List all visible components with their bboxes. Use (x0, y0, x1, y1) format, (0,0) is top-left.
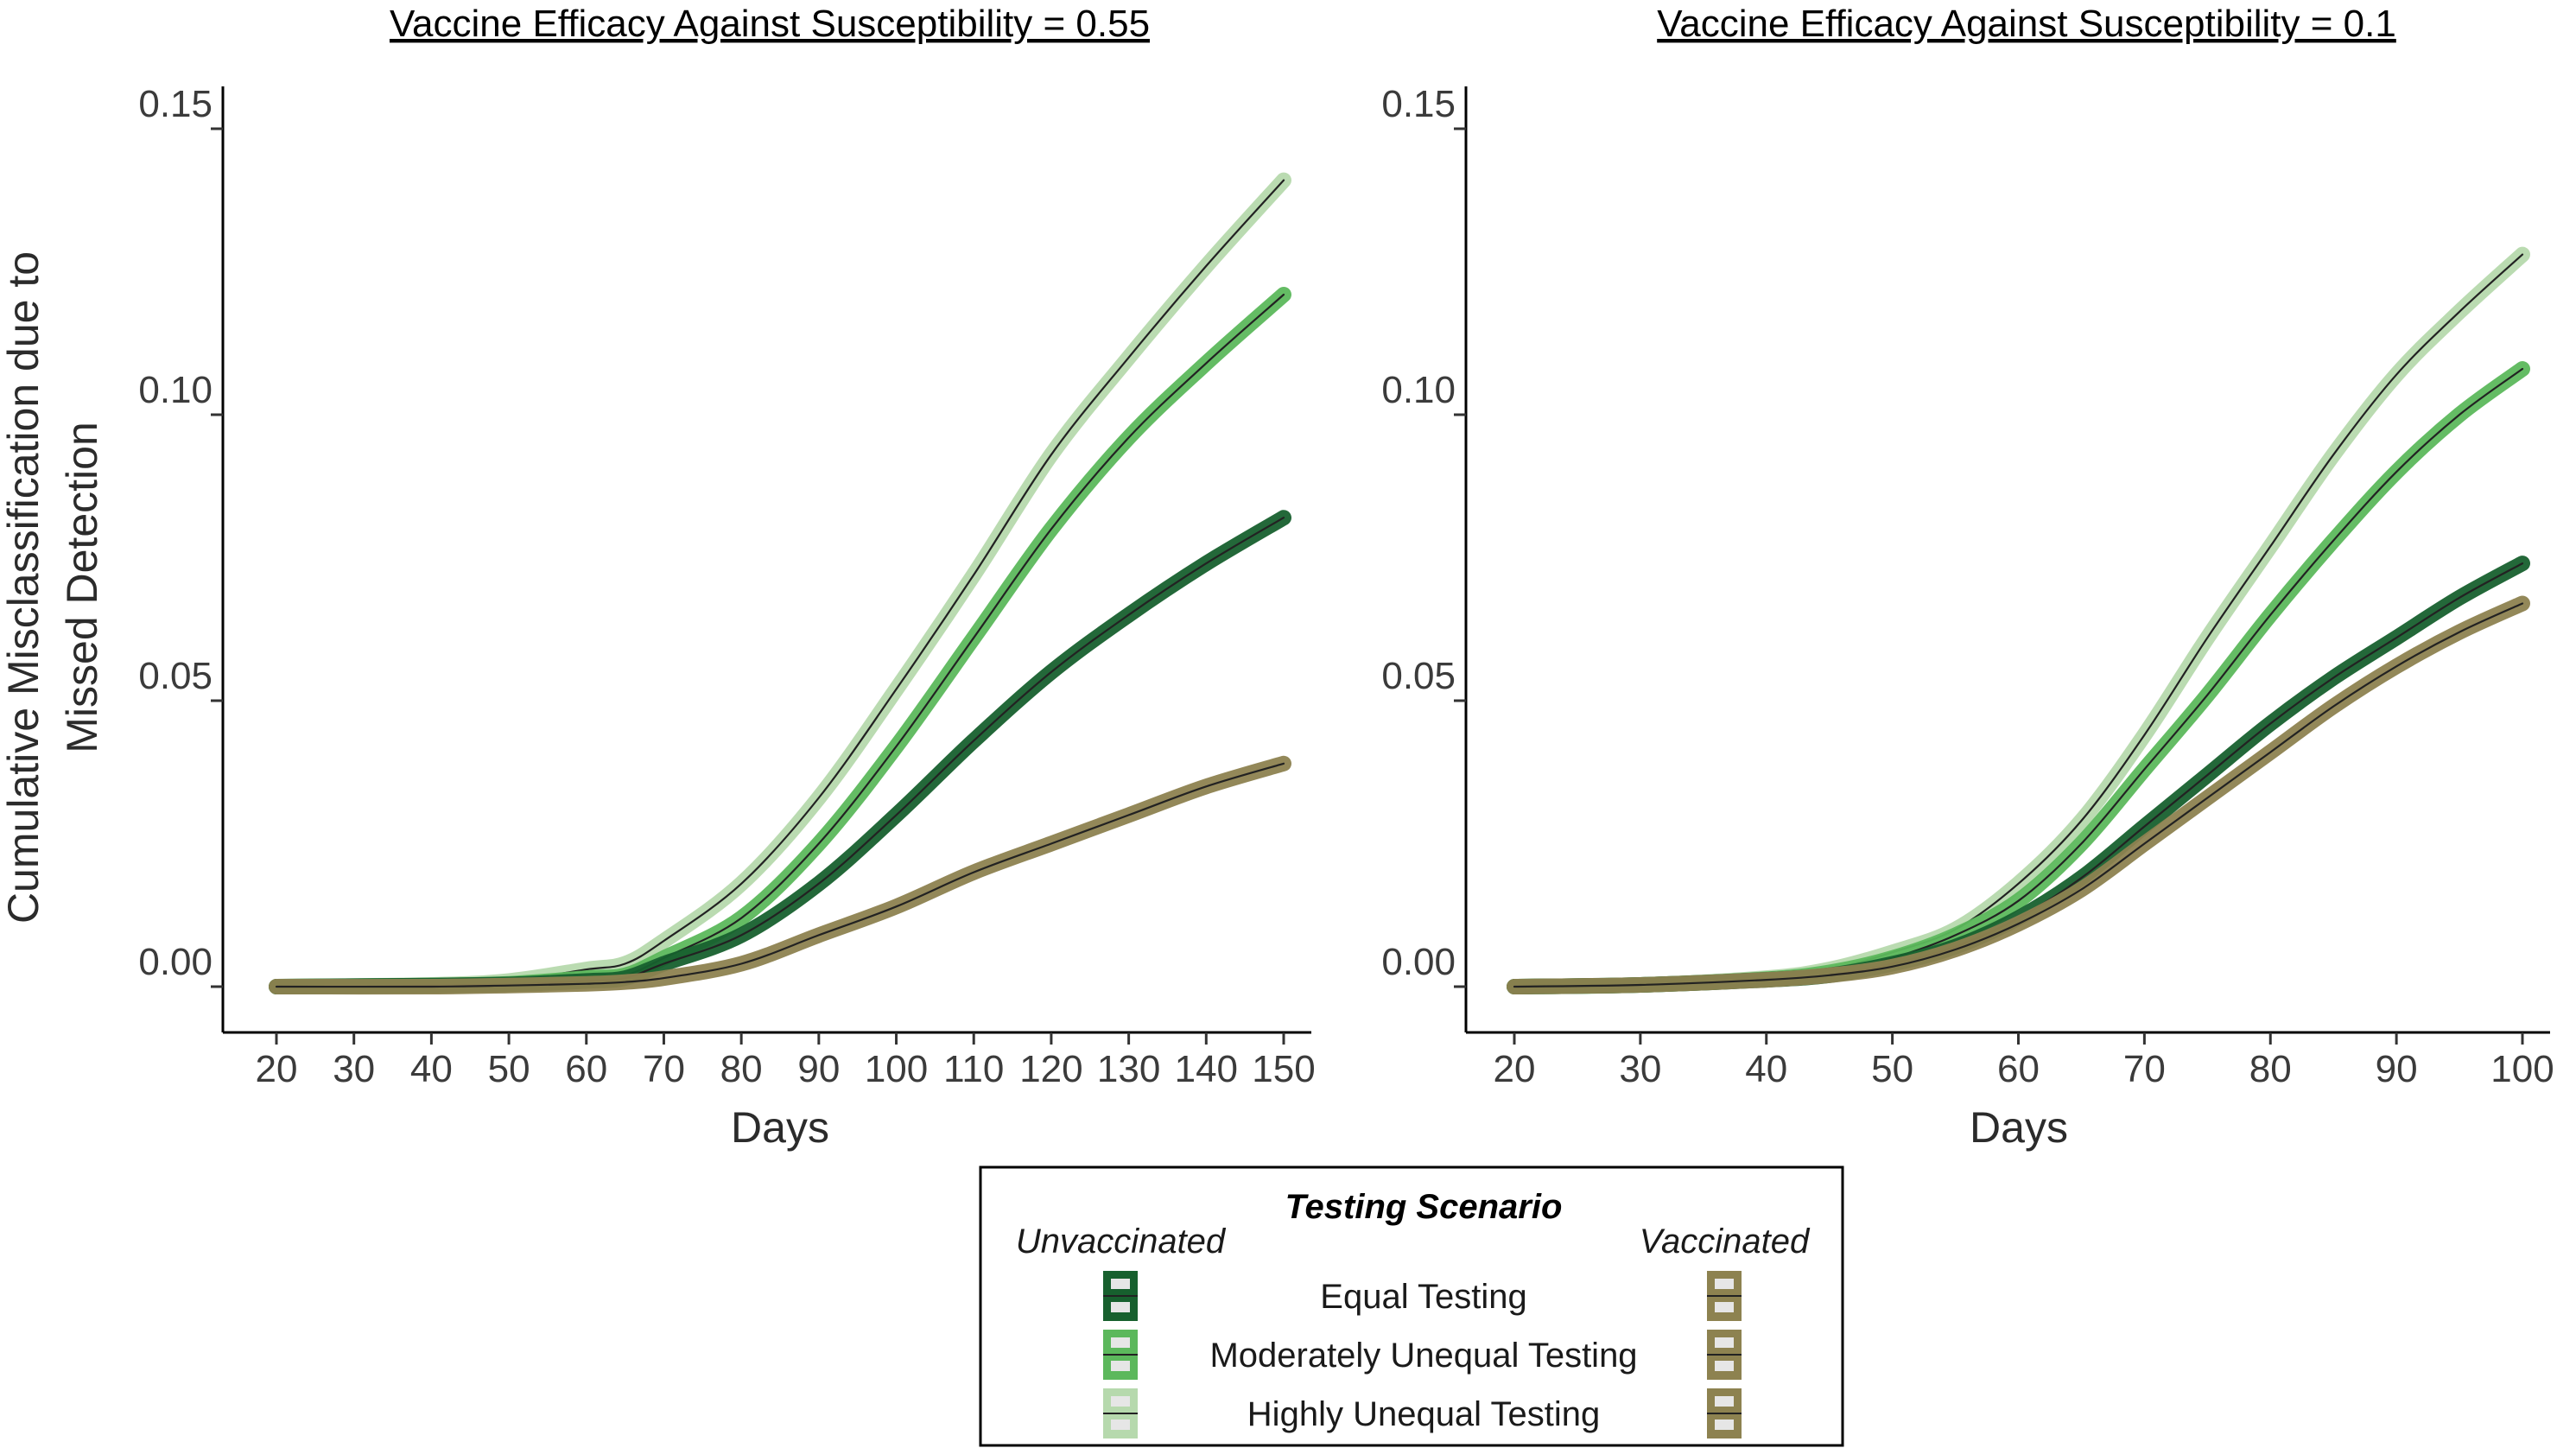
series-moderately-unequal-testing-unvaccinated (269, 287, 1291, 994)
legend-key-inner (1111, 1396, 1130, 1407)
legend-label-moderately-unequal-testing: Moderately Unequal Testing (1209, 1337, 1637, 1375)
x-tick-label: 90 (797, 1048, 840, 1090)
series-highly-unequal-testing-unvaccinated (269, 172, 1291, 994)
legend-key-vaccinated-2 (1707, 1330, 1742, 1380)
series-band (1507, 246, 2530, 994)
panel-2-plot: 0.00 0.05 0.10 0.15 20 30 40 50 60 70 80 90 100 (1381, 83, 2554, 1090)
x-tick-label: 40 (1745, 1048, 1787, 1090)
legend-key-inner (1111, 1302, 1130, 1312)
x-tick-label: 20 (1494, 1048, 1536, 1090)
series-band (269, 510, 1291, 994)
legend-key-inner (1715, 1279, 1734, 1289)
legend-key-inner (1715, 1337, 1734, 1348)
legend-key-vaccinated-3 (1707, 1388, 1742, 1438)
x-tick-label: 100 (865, 1048, 928, 1090)
legend-key-inner (1111, 1337, 1130, 1348)
x-tick-label: 120 (1019, 1048, 1082, 1090)
y-tick-label: 0.15 (138, 83, 213, 125)
x-tick-label: 70 (643, 1048, 685, 1090)
x-tick-label: 130 (1097, 1048, 1160, 1090)
legend-key-unvaccinated-2 (1103, 1330, 1138, 1380)
legend-key-inner (1715, 1361, 1734, 1371)
x-tick-label: 100 (2490, 1048, 2554, 1090)
x-tick-label: 60 (1997, 1048, 2040, 1090)
legend-label-highly-unequal-testing: Highly Unequal Testing (1247, 1395, 1600, 1433)
legend: Testing Scenario Unvaccinated Vaccinated… (979, 1165, 1844, 1447)
legend-key-inner (1111, 1419, 1130, 1430)
legend-key-inner (1715, 1302, 1734, 1312)
legend-key-unvaccinated-1 (1103, 1271, 1138, 1321)
legend-header-vaccinated: Vaccinated (1640, 1223, 1811, 1261)
x-tick-label: 80 (720, 1048, 763, 1090)
series-vaccinated-vaccinated (1507, 595, 2530, 994)
legend-header-unvaccinated: Unvaccinated (1016, 1223, 1227, 1261)
x-tick-label: 80 (2249, 1048, 2292, 1090)
legend-title: Testing Scenario (1285, 1188, 1563, 1226)
y-tick-label: 0.05 (1381, 655, 1456, 697)
y-tick-label: 0.10 (138, 369, 213, 411)
legend-key-vaccinated-1 (1707, 1271, 1742, 1321)
y-axis-title-line-2: Missed Detection (58, 422, 106, 753)
panel-1-title: Vaccine Efficacy Against Susceptibility … (390, 3, 1150, 45)
y-tick-label: 0.00 (138, 941, 213, 983)
x-tick-label: 50 (1871, 1048, 1913, 1090)
x-tick-label: 110 (943, 1048, 1004, 1090)
series-mean-line (1513, 602, 2524, 988)
series-vaccinated-vaccinated (269, 755, 1291, 995)
legend-key-inner (1715, 1419, 1734, 1430)
x-tick-label: 40 (410, 1048, 453, 1090)
x-tick-label: 30 (333, 1048, 375, 1090)
x-tick-label: 90 (2376, 1048, 2418, 1090)
series-equal-testing-unvaccinated (269, 510, 1291, 994)
y-tick-label: 0.05 (138, 655, 213, 697)
legend-key-inner (1111, 1279, 1130, 1289)
legend-key-unvaccinated-3 (1103, 1388, 1138, 1438)
legend-key-inner (1715, 1396, 1734, 1407)
x-tick-label: 150 (1252, 1048, 1315, 1090)
y-tick-label: 0.10 (1381, 369, 1456, 411)
legend-label-equal-testing: Equal Testing (1320, 1278, 1526, 1316)
x-tick-label: 70 (2123, 1048, 2166, 1090)
x-tick-label: 60 (565, 1048, 607, 1090)
series-band (269, 172, 1291, 994)
panel-1-x-axis-title: Days (731, 1103, 829, 1152)
legend-key-inner (1111, 1361, 1130, 1371)
x-tick-label: 50 (488, 1048, 530, 1090)
panel-1-plot: 0.00 0.05 0.10 0.15 20 30 40 50 60 70 80 90 100 110 12… (138, 83, 1315, 1090)
x-tick-label: 140 (1175, 1048, 1238, 1090)
y-axis-title-line-1: Cumulative Misclassification due to (0, 251, 48, 924)
series-band (269, 287, 1291, 994)
x-tick-label: 30 (1619, 1048, 1661, 1090)
y-tick-label: 0.15 (1381, 83, 1456, 125)
panel-2-x-axis-title: Days (1970, 1103, 2068, 1152)
x-tick-label: 20 (256, 1048, 298, 1090)
series-mean-line (275, 179, 1285, 988)
series-highly-unequal-testing-unvaccinated (1507, 246, 2530, 994)
panel-2-title: Vaccine Efficacy Against Susceptibility … (1657, 3, 2396, 45)
y-tick-label: 0.00 (1381, 941, 1456, 983)
series-mean-line (275, 762, 1285, 988)
